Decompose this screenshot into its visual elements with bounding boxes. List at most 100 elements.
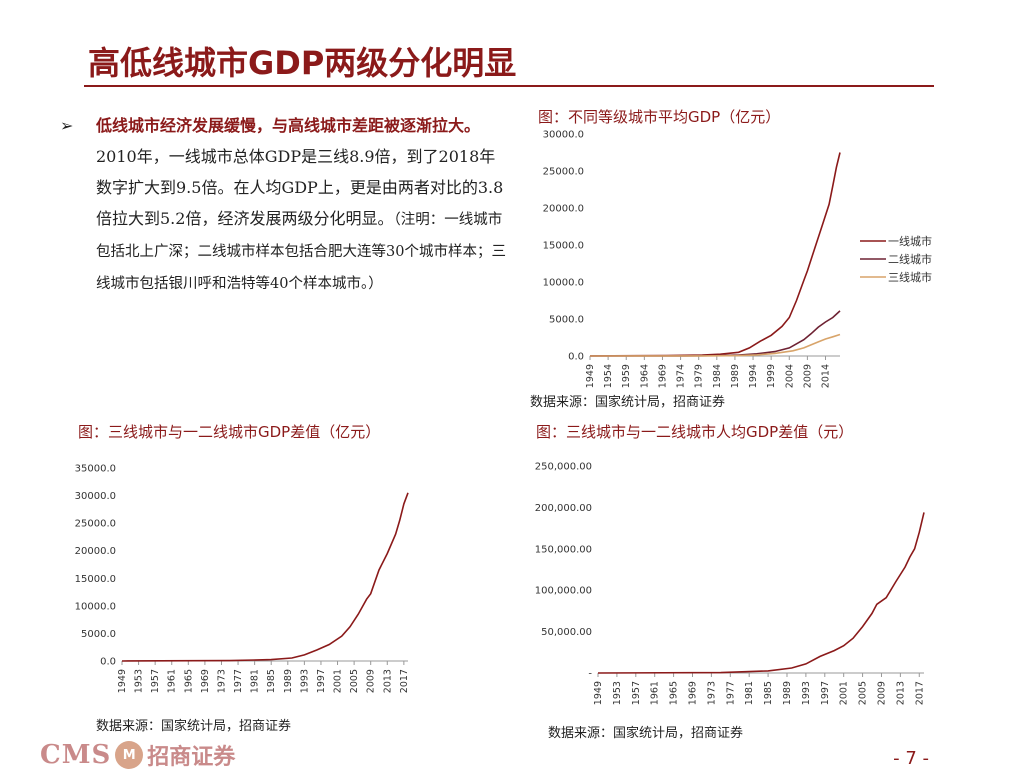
x-tick-label: 2001 — [333, 669, 344, 693]
series-line — [589, 333, 841, 357]
chart-avg-gdp: 30000.0 25000.0 20000.0 15000.0 10000.0 5000.… — [543, 130, 932, 389]
x-tick-label: 1969 — [687, 681, 698, 705]
y-tick-label: 25000.0 — [543, 167, 584, 178]
y-tick-label: 15000.0 — [543, 241, 584, 252]
x-tick-label: 1977 — [725, 681, 736, 705]
x-tick-label: 2004 — [784, 364, 795, 388]
x-tick-label: 1981 — [250, 669, 261, 693]
y-tick-label: 200,000.00 — [535, 503, 592, 514]
x-tick-label: 1964 — [639, 364, 650, 388]
x-tick-label: 1993 — [299, 669, 310, 693]
x-tick-label: 2005 — [858, 681, 869, 705]
x-tick-label: 1984 — [712, 364, 723, 388]
bullet-arrow-icon: ➢ — [60, 116, 74, 135]
x-tick-label: 1957 — [631, 681, 642, 705]
x-tick-label: 1965 — [183, 669, 194, 693]
x-tick-label: 1953 — [612, 681, 623, 705]
y-tick-label: 0.0 — [100, 657, 116, 668]
x-tick-label: 2013 — [895, 681, 906, 705]
x-tick-label: 1989 — [283, 669, 294, 693]
y-tick-label: 5000.0 — [81, 629, 116, 640]
x-tick-label: 2014 — [821, 364, 832, 388]
x-tick-label: 1985 — [266, 669, 277, 693]
legend-label: 三线城市 — [888, 270, 932, 284]
y-tick-label: - — [588, 669, 592, 680]
summary-bold: 低线城市经济发展缓慢，与高线城市差距被逐渐拉大。 — [96, 116, 481, 135]
x-tick-label: 1974 — [676, 364, 687, 388]
y-tick-label: 25000.0 — [75, 519, 116, 530]
y-tick-label: 10000.0 — [75, 601, 116, 612]
y-tick-label: 30000.0 — [75, 491, 116, 502]
y-tick-label: 50,000.00 — [541, 627, 592, 638]
x-tick-label: 1954 — [603, 364, 614, 388]
x-tick-label: 2009 — [802, 364, 813, 388]
x-tick-label: 1969 — [657, 364, 668, 388]
x-tick-label: 1969 — [200, 669, 211, 693]
y-tick-label: 35000.0 — [75, 464, 116, 475]
x-tick-label: 1973 — [216, 669, 227, 693]
chart-avg-gdp-title: 图：不同等级城市平均GDP（亿元） — [538, 108, 781, 126]
y-tick-label: 0.0 — [568, 352, 584, 363]
y-tick-label: 20000.0 — [75, 546, 116, 557]
x-tick-label: 2001 — [839, 681, 850, 705]
x-tick-label: 1957 — [150, 669, 161, 693]
x-tick-label: 1977 — [233, 669, 244, 693]
y-tick-label: 15000.0 — [75, 574, 116, 585]
x-tick-label: 1959 — [621, 364, 632, 388]
x-tick-label: 1949 — [117, 669, 128, 693]
summary-note: （注明：一线城市包括北上广深；二线城市样本包括合肥大连等30个城市样本；三线城市… — [96, 212, 506, 292]
logo-text: CMS — [40, 740, 112, 770]
chart-gdp-gap-title: 图：三线城市与一二线城市GDP差值（亿元） — [78, 423, 381, 441]
title-divider — [84, 85, 934, 87]
series-line — [589, 310, 841, 357]
x-tick-label: 1979 — [694, 364, 705, 388]
y-tick-label: 100,000.00 — [535, 586, 592, 597]
x-tick-label: 1999 — [766, 364, 777, 388]
logo-chinese-text: 招商证券 — [147, 744, 236, 770]
summary-paragraph: 低线城市经济发展缓慢，与高线城市差距被逐渐拉大。 2010年，一线城市总体GDP是… — [96, 110, 506, 299]
page-title: 高低线城市GDP两级分化明显 — [88, 44, 517, 82]
x-tick-label: 1994 — [748, 364, 759, 388]
chart-gdp-gap: 35000.0 30000.0 25000.0 20000.0 15000.0 10000… — [75, 464, 410, 694]
x-tick-label: 1965 — [669, 681, 680, 705]
x-tick-label: 1997 — [316, 669, 327, 693]
x-tick-label: 1997 — [820, 681, 831, 705]
chart-per-capita-gap: 250,000.00 200,000.00 150,000.00 100,000.00… — [535, 462, 926, 706]
y-tick-label: 10000.0 — [543, 278, 584, 289]
x-tick-label: 2009 — [366, 669, 377, 693]
x-tick-label: 2013 — [382, 669, 393, 693]
x-tick-label: 1989 — [782, 681, 793, 705]
company-logo: CMS M 招商证券 — [40, 738, 235, 772]
y-tick-label: 30000.0 — [543, 130, 584, 141]
y-tick-label: 250,000.00 — [535, 462, 592, 473]
x-tick-label: 1953 — [134, 669, 145, 693]
x-tick-label: 2009 — [876, 681, 887, 705]
summary-text: 2010年，一线城市总体GDP是三线8.9倍，到了2018年数字扩大到9.5倍。… — [96, 147, 504, 228]
x-tick-label: 2005 — [349, 669, 360, 693]
y-tick-label: 5000.0 — [549, 315, 584, 326]
chart-per-capita-source: 数据来源：国家统计局，招商证券 — [548, 726, 744, 741]
series-line — [597, 512, 925, 674]
y-tick-label: 20000.0 — [543, 204, 584, 215]
legend-label: 二线城市 — [888, 252, 932, 266]
x-tick-label: 2017 — [399, 669, 410, 693]
series-line — [121, 492, 409, 662]
x-tick-label: 1985 — [763, 681, 774, 705]
x-tick-label: 1989 — [730, 364, 741, 388]
chart-avg-gdp-source: 数据来源：国家统计局，招商证券 — [530, 395, 726, 410]
x-tick-label: 1981 — [744, 681, 755, 705]
x-tick-label: 1949 — [593, 681, 604, 705]
page-number: - 7 - — [893, 748, 929, 769]
logo-badge-icon: M — [115, 741, 144, 769]
x-tick-label: 1949 — [585, 364, 596, 388]
chart-gdp-gap-source: 数据来源：国家统计局，招商证券 — [96, 719, 292, 734]
x-tick-label: 1973 — [706, 681, 717, 705]
x-tick-label: 1961 — [167, 669, 178, 693]
x-tick-label: 2017 — [914, 681, 925, 705]
chart-per-capita-title: 图：三线城市与一二线城市人均GDP差值（元） — [536, 423, 854, 441]
x-tick-label: 1961 — [650, 681, 661, 705]
legend-label: 一线城市 — [888, 234, 932, 248]
x-tick-label: 1993 — [801, 681, 812, 705]
y-tick-label: 150,000.00 — [535, 544, 592, 555]
series-line — [589, 152, 841, 357]
